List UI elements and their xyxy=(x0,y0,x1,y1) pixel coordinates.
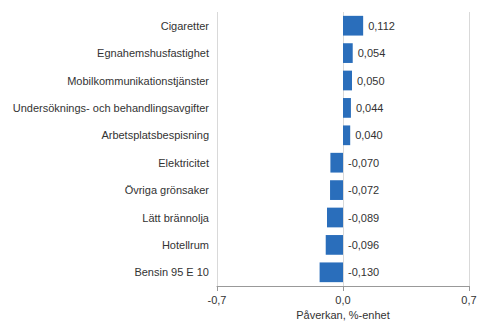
svg-text:Egnahemshusfastighet: Egnahemshusfastighet xyxy=(97,47,209,59)
svg-text:0,050: 0,050 xyxy=(357,75,385,87)
svg-text:Lätt brännolja: Lätt brännolja xyxy=(142,212,210,224)
svg-text:-0,7: -0,7 xyxy=(208,294,227,306)
svg-text:0,040: 0,040 xyxy=(355,129,383,141)
svg-text:Hotellrum: Hotellrum xyxy=(162,239,209,251)
svg-text:Mobilkommunikationstjänster: Mobilkommunikationstjänster xyxy=(67,75,209,87)
svg-text:-0,072: -0,072 xyxy=(348,184,379,196)
svg-text:-0,070: -0,070 xyxy=(348,157,379,169)
svg-text:0,112: 0,112 xyxy=(368,20,395,32)
svg-text:Bensin 95 E 10: Bensin 95 E 10 xyxy=(134,266,209,278)
svg-text:0,0: 0,0 xyxy=(335,294,350,306)
svg-text:0,044: 0,044 xyxy=(356,102,384,114)
svg-text:Elektricitet: Elektricitet xyxy=(158,157,209,169)
svg-text:Övriga grönsaker: Övriga grönsaker xyxy=(125,184,210,196)
svg-text:0,7: 0,7 xyxy=(461,294,476,306)
svg-text:Undersöknings- och behandlings: Undersöknings- och behandlingsavgifter xyxy=(13,102,210,114)
svg-text:-0,130: -0,130 xyxy=(348,266,379,278)
svg-text:Påverkan, %-enhet: Påverkan, %-enhet xyxy=(296,309,390,321)
svg-text:-0,096: -0,096 xyxy=(348,239,379,251)
svg-text:0,054: 0,054 xyxy=(358,47,386,59)
svg-text:Arbetsplatsbespisning: Arbetsplatsbespisning xyxy=(101,129,209,141)
svg-text:Cigaretter: Cigaretter xyxy=(161,20,210,32)
svg-text:-0,089: -0,089 xyxy=(348,212,379,224)
